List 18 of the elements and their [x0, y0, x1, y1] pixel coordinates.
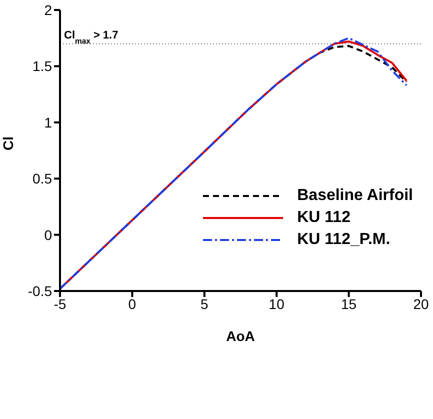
x-tick-label: 15: [341, 296, 357, 312]
x-tick-label: 10: [268, 296, 285, 312]
y-tick-label: -0.5: [28, 282, 52, 299]
x-tick-label: 0: [128, 296, 136, 312]
legend-label: KU 112_P.M.: [297, 231, 390, 249]
ref-line-label: Cl$_{max}$ > 1.7: [64, 30, 118, 46]
y-tick-label: 0: [44, 226, 52, 243]
x-tick-label: -5: [54, 296, 66, 312]
x-axis-title: AoA: [226, 328, 255, 344]
x-tick-label: 5: [200, 296, 208, 312]
x-tick-label: 20: [413, 296, 429, 312]
y-tick-label: 0.5: [32, 170, 52, 187]
y-tick-label: 1.5: [32, 58, 52, 74]
legend-label: KU 112: [297, 209, 350, 227]
legend-label: Baseline Airfoil: [297, 187, 413, 205]
y-tick-label: 1: [44, 114, 52, 130]
y-tick-label: 2: [44, 2, 52, 18]
y-axis-title: Cl: [0, 136, 16, 150]
